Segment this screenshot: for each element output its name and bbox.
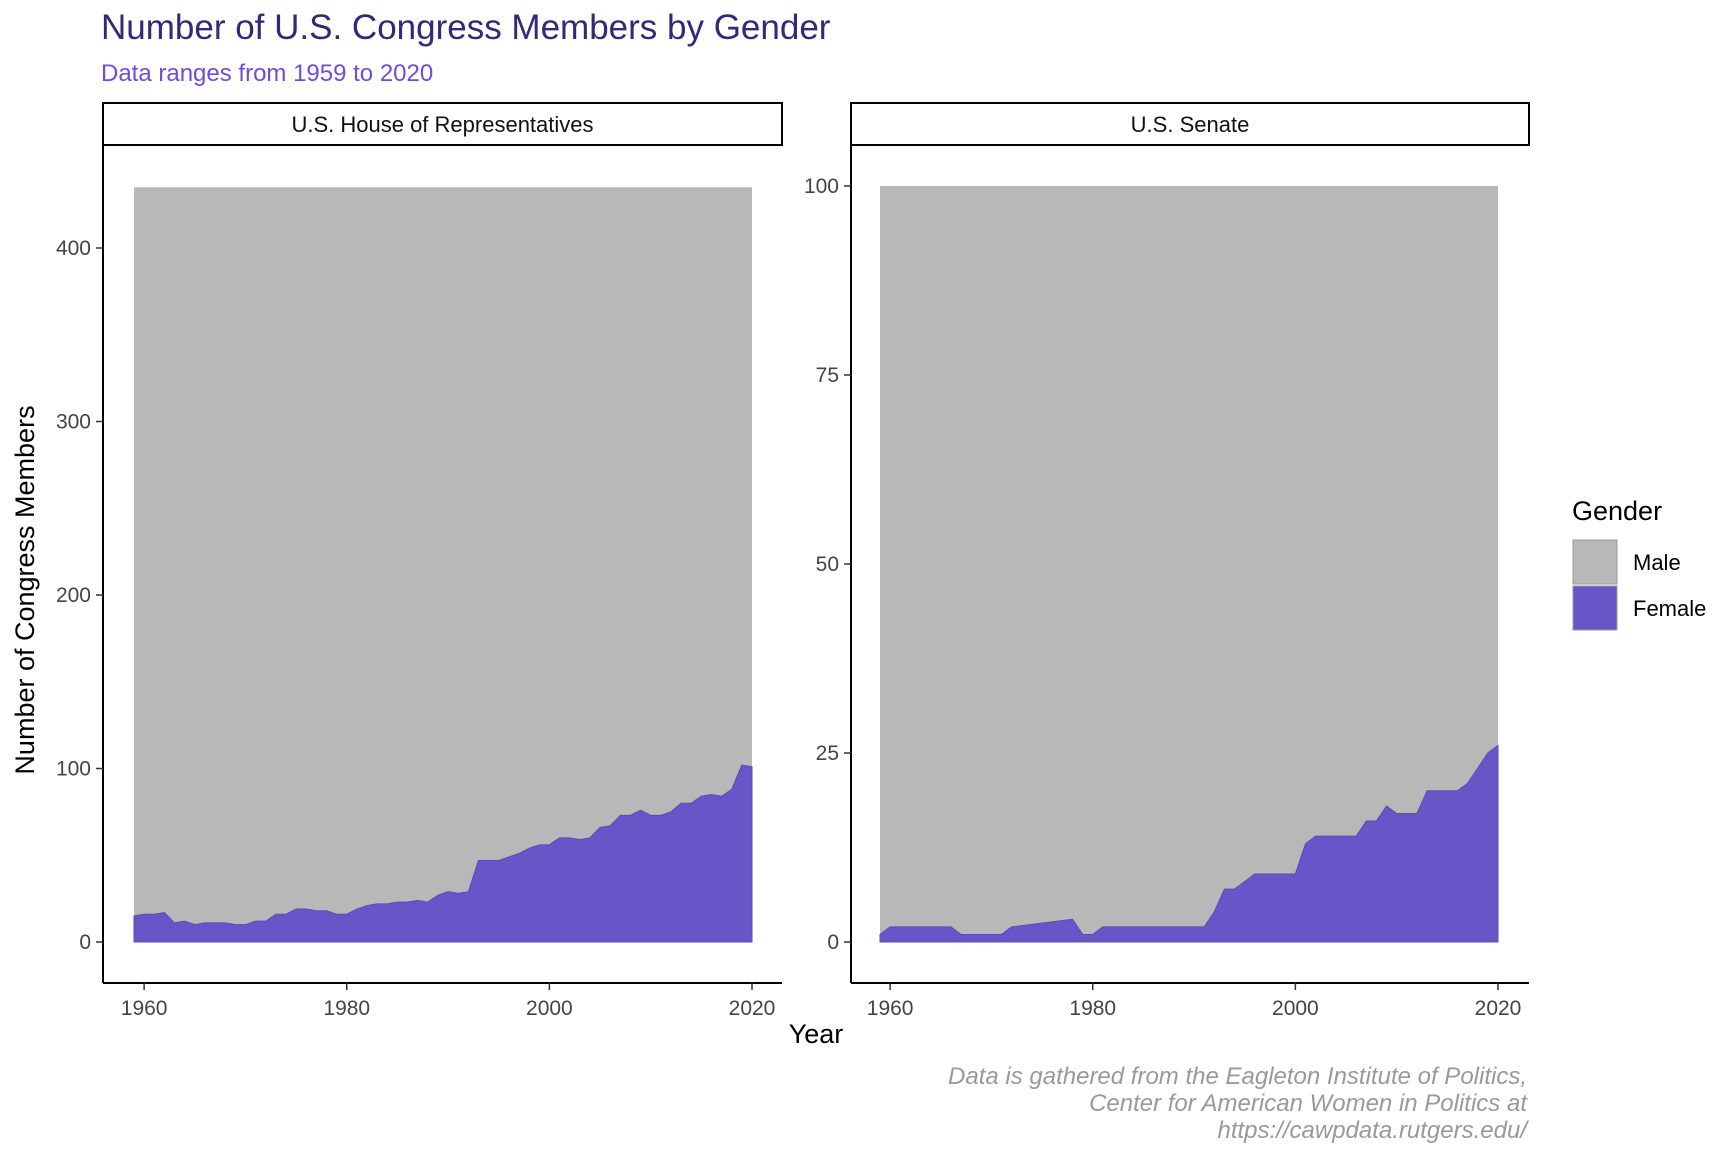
- x-tick-label: 1980: [323, 997, 370, 1020]
- x-tick-label: 1980: [1069, 997, 1116, 1020]
- x-tick-label: 1960: [121, 997, 168, 1020]
- x-tick-label: 1960: [867, 997, 914, 1020]
- caption-line-2: Center for American Women in Politics at: [1089, 1090, 1528, 1117]
- y-tick-label: 0: [79, 931, 91, 954]
- legend-label-male: Male: [1633, 550, 1681, 575]
- legend-title: Gender: [1572, 496, 1662, 526]
- facet-strip-label: U.S. Senate: [1131, 112, 1250, 137]
- y-tick-label: 0: [827, 931, 839, 954]
- legend: Gender Male Female: [1572, 496, 1706, 631]
- area-male: [134, 187, 752, 942]
- facet-strip-label: U.S. House of Representatives: [291, 112, 593, 137]
- facet-strip: [102, 102, 783, 146]
- y-tick-label: 25: [816, 742, 839, 765]
- facet-panel-senate: U.S. Senate 0 25 50 75 100 1960 1980 2000 2020: [804, 102, 1530, 1020]
- x-tick-label: 2020: [1475, 997, 1522, 1020]
- caption: Data is gathered from the Eagleton Insti…: [948, 1063, 1529, 1144]
- y-tick-label: 300: [56, 411, 91, 434]
- legend-swatch-male: [1572, 539, 1618, 585]
- legend-label-female: Female: [1633, 596, 1706, 621]
- y-tick-label: 100: [56, 758, 91, 781]
- y-axis-title: Number of Congress Members: [10, 405, 40, 774]
- chart-title: Number of U.S. Congress Members by Gende…: [101, 8, 831, 47]
- legend-swatch-female: [1572, 585, 1618, 631]
- chart-subtitle: Data ranges from 1959 to 2020: [101, 60, 433, 87]
- x-tick-label: 2020: [729, 997, 776, 1020]
- x-tick-label: 2000: [1272, 997, 1319, 1020]
- facet-strip: [850, 102, 1530, 146]
- caption-line-3: https://cawpdata.rutgers.edu/: [1217, 1117, 1529, 1144]
- x-axis-title: Year: [789, 1019, 844, 1049]
- facet-panels: U.S. House of Representatives 0 100 200 300 4…: [56, 102, 1530, 1020]
- y-tick-label: 100: [804, 175, 839, 198]
- area-female: [133, 764, 753, 943]
- y-tick-label: 75: [816, 364, 839, 387]
- area-male: [880, 186, 1498, 942]
- facet-panel-house: U.S. House of Representatives 0 100 200 300 4…: [56, 102, 783, 1020]
- y-tick-label: 200: [56, 584, 91, 607]
- y-tick-label: 50: [816, 553, 839, 576]
- x-tick-label: 2000: [526, 997, 573, 1020]
- area-female: [879, 744, 1499, 943]
- caption-line-1: Data is gathered from the Eagleton Insti…: [948, 1063, 1527, 1090]
- y-tick-label: 400: [56, 237, 91, 260]
